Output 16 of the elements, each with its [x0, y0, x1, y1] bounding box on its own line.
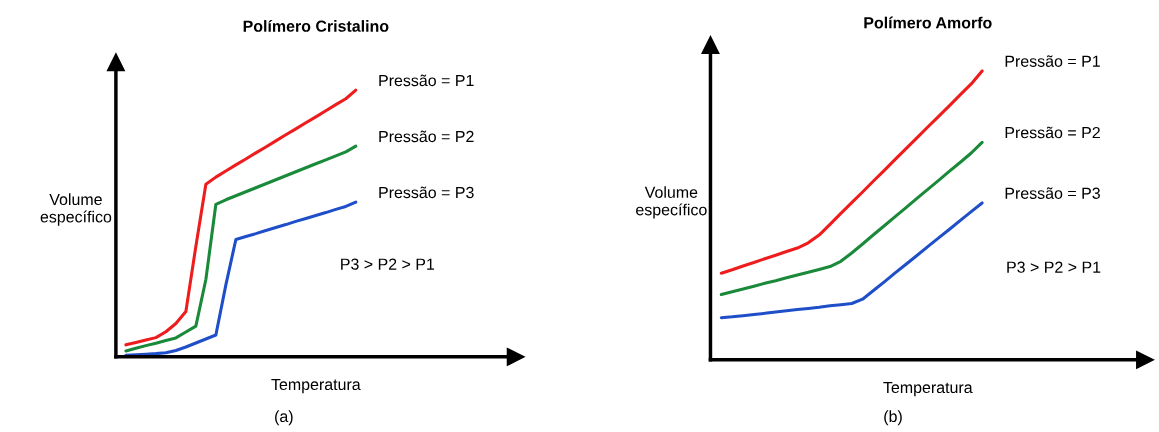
- chart-title: Polímero Amorfo: [864, 16, 992, 29]
- chart-title: Polímero Cristalino: [243, 19, 389, 32]
- annotation: P3 > P2 > P1: [1007, 261, 1101, 273]
- y-axis-title: Volume específico: [40, 193, 112, 226]
- series-label: Pressão = P1: [379, 74, 474, 87]
- series-label: Pressão = P2: [379, 130, 474, 143]
- annotation: P3 > P2 > P1: [341, 258, 435, 270]
- series-label: Pressão = P2: [1005, 126, 1100, 139]
- series-label: Pressão = P3: [1005, 187, 1100, 199]
- text: (b): [884, 410, 902, 426]
- series-label: Pressão = P3: [379, 186, 474, 199]
- y-axis-title: Volume específico: [636, 186, 707, 219]
- series-label: Pressão = P1: [1005, 55, 1100, 67]
- x-axis-title: Temperatura: [883, 381, 973, 397]
- text: (a): [275, 410, 293, 426]
- x-axis-title: Temperatura: [271, 378, 361, 394]
